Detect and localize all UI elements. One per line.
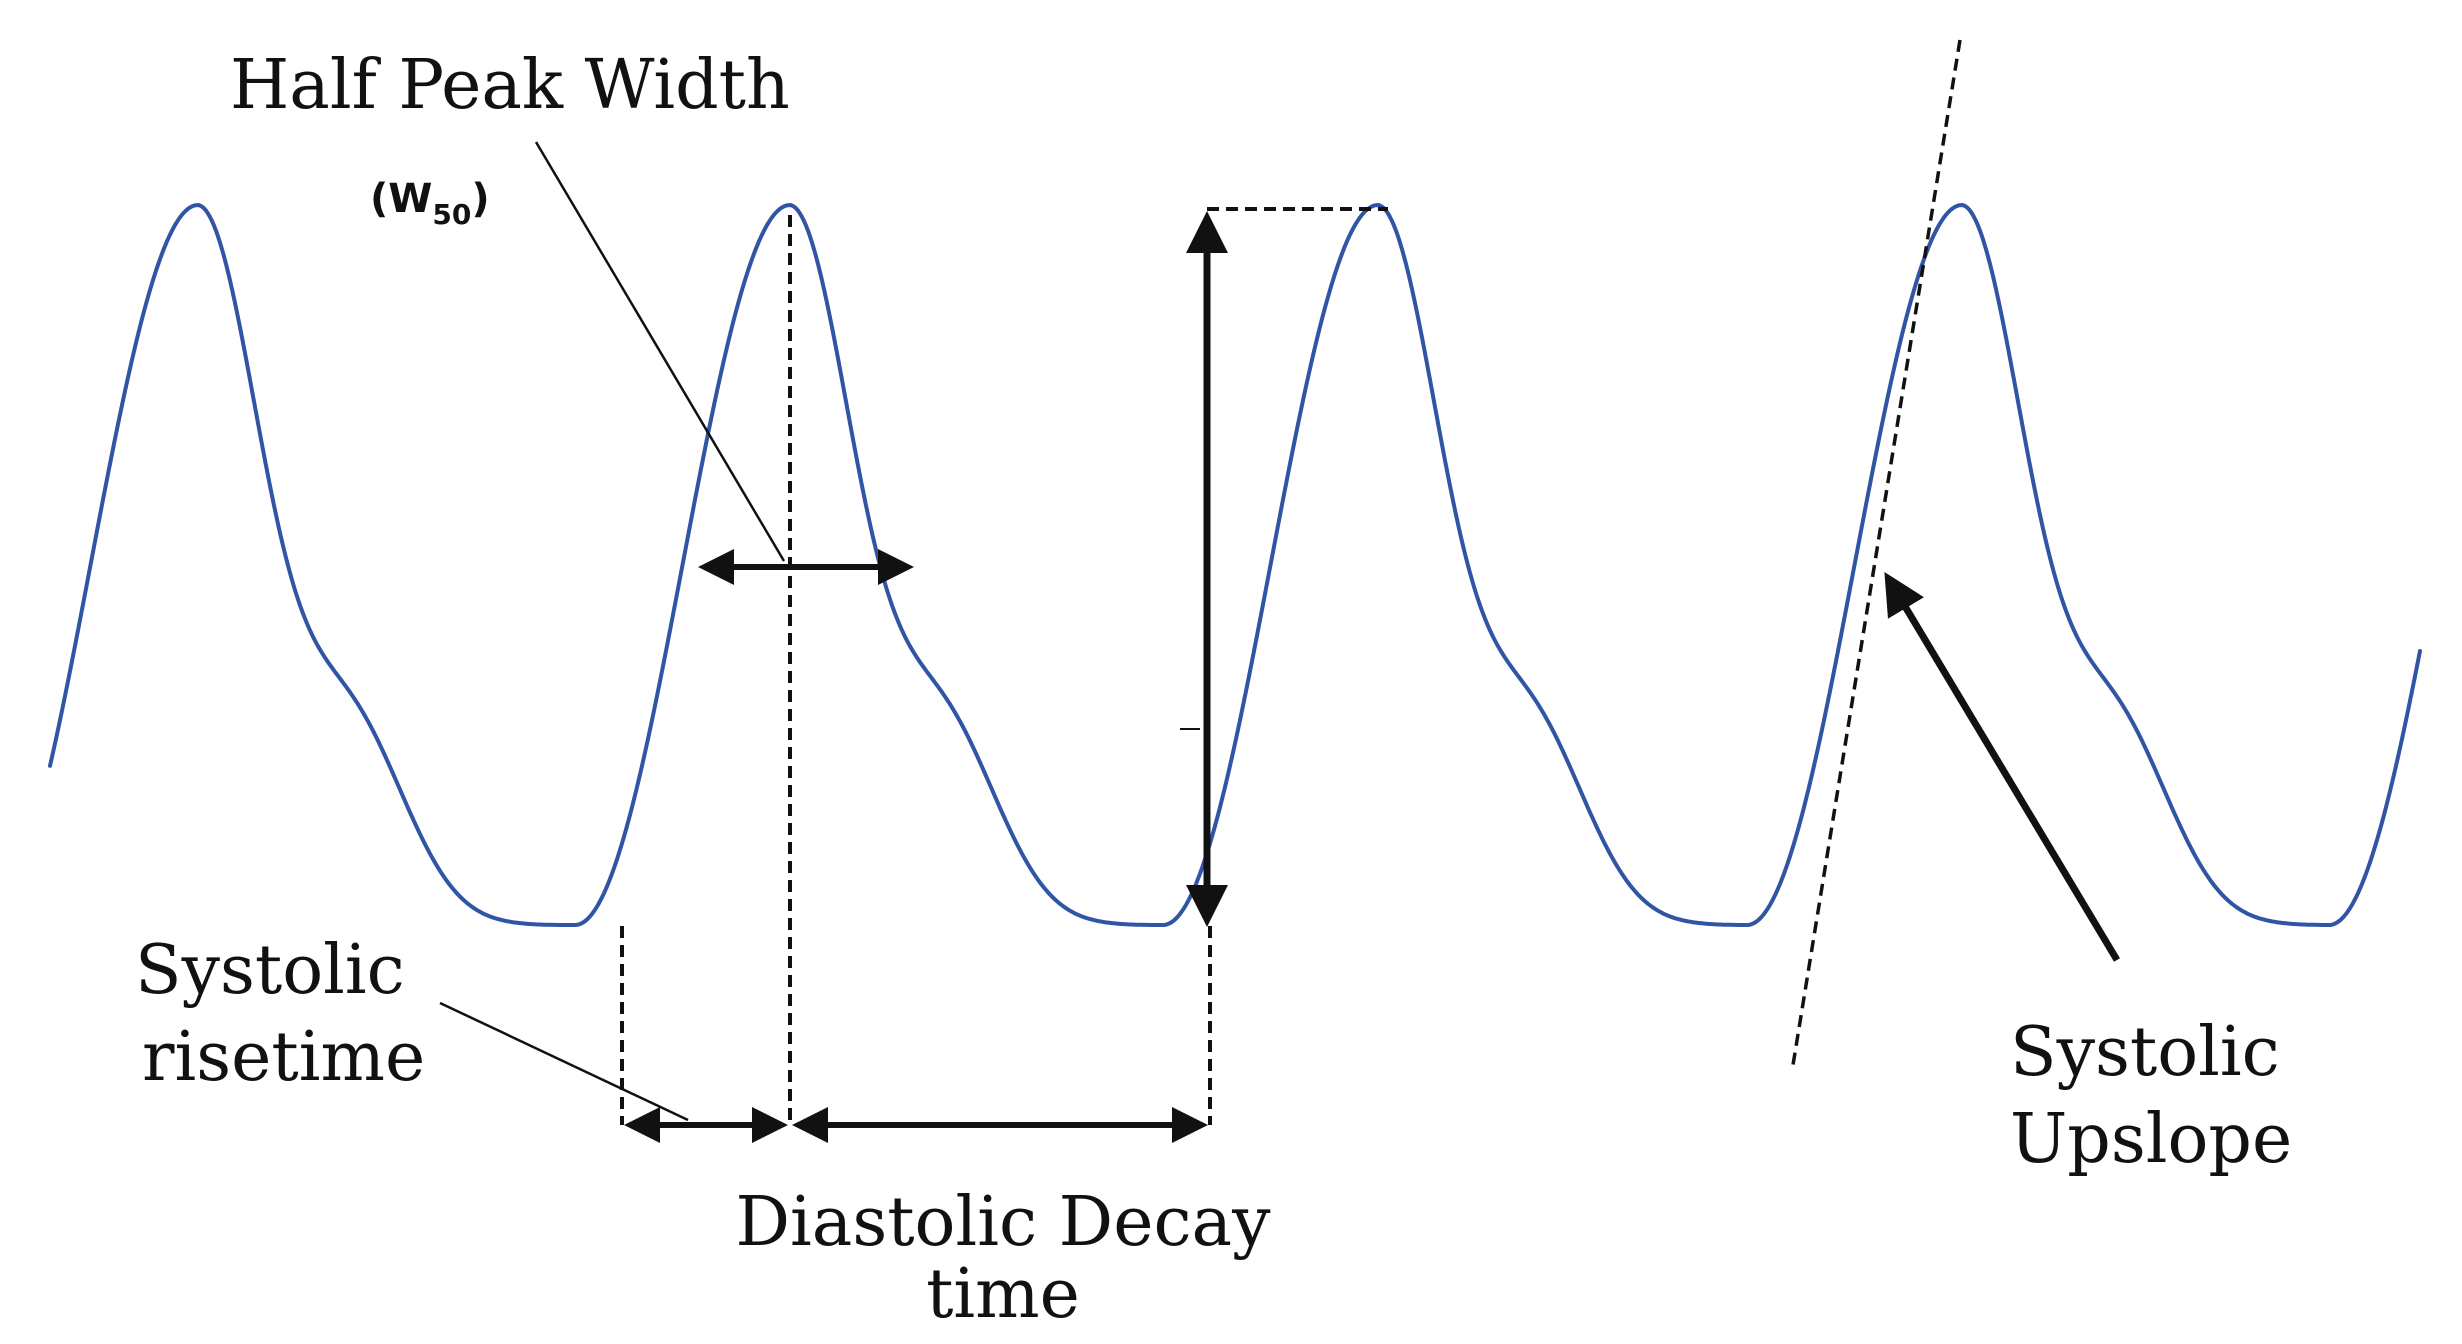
diastolic-decay-label-line1: Diastolic Decay	[736, 1183, 1272, 1262]
half-peak-width-label: Half Peak Width	[230, 46, 790, 125]
systolic-upslope-pointer-arrow	[1884, 571, 2121, 962]
diastolic-decay-label-line2: time	[926, 1255, 1080, 1334]
systolic-risetime-label-line2: risetime	[142, 1018, 425, 1097]
pulse-waveform	[48, 203, 2422, 927]
systolic-risetime-label-line1: Systolic	[135, 931, 405, 1010]
systolic-risetime-leader-line	[439, 1001, 689, 1122]
systolic-upslope-label-line1: Systolic	[2010, 1013, 2280, 1092]
systolic-upslope-tangent-line	[1791, 39, 1962, 1066]
half-peak-width-leader-line	[534, 141, 786, 562]
systolic-upslope-label-line2: Upslope	[2010, 1100, 2292, 1179]
w50-label: (W50)	[370, 176, 490, 231]
